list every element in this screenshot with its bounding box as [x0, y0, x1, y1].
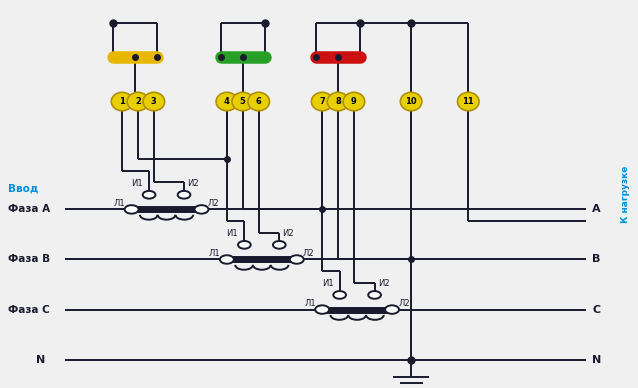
- Circle shape: [238, 241, 251, 249]
- Text: A: A: [592, 204, 601, 215]
- Circle shape: [220, 255, 234, 264]
- Ellipse shape: [400, 92, 422, 111]
- Circle shape: [290, 255, 304, 264]
- Circle shape: [124, 205, 138, 214]
- Ellipse shape: [216, 92, 238, 111]
- Ellipse shape: [127, 92, 149, 111]
- Text: N: N: [36, 355, 45, 365]
- Text: 4: 4: [224, 97, 230, 106]
- Circle shape: [385, 305, 399, 314]
- Text: B: B: [592, 255, 600, 265]
- Ellipse shape: [143, 92, 165, 111]
- Text: Фаза A: Фаза A: [8, 204, 50, 215]
- Text: 11: 11: [463, 97, 474, 106]
- Text: 7: 7: [319, 97, 325, 106]
- Circle shape: [177, 191, 190, 199]
- Text: Ввод: Ввод: [8, 183, 38, 193]
- Text: И2: И2: [283, 229, 294, 238]
- Circle shape: [273, 241, 286, 249]
- Text: Фаза B: Фаза B: [8, 255, 50, 265]
- Text: C: C: [592, 305, 600, 315]
- Ellipse shape: [248, 92, 269, 111]
- Text: И1: И1: [322, 279, 333, 288]
- Text: К нагрузке: К нагрузке: [621, 165, 630, 223]
- Text: 8: 8: [335, 97, 341, 106]
- Text: 3: 3: [151, 97, 157, 106]
- Text: 5: 5: [240, 97, 246, 106]
- Text: И1: И1: [226, 229, 238, 238]
- Text: 6: 6: [256, 97, 262, 106]
- Text: 10: 10: [405, 97, 417, 106]
- Ellipse shape: [457, 92, 479, 111]
- Text: Л1: Л1: [114, 199, 125, 208]
- Ellipse shape: [111, 92, 133, 111]
- Text: Л2: Л2: [303, 249, 315, 258]
- Text: Фаза C: Фаза C: [8, 305, 50, 315]
- Circle shape: [143, 191, 156, 199]
- Ellipse shape: [311, 92, 333, 111]
- Text: 2: 2: [135, 97, 141, 106]
- Circle shape: [368, 291, 381, 299]
- Circle shape: [315, 305, 329, 314]
- Text: И1: И1: [131, 179, 143, 188]
- Ellipse shape: [327, 92, 349, 111]
- Text: N: N: [592, 355, 602, 365]
- Ellipse shape: [343, 92, 365, 111]
- Text: И2: И2: [187, 179, 199, 188]
- Text: Л1: Л1: [209, 249, 221, 258]
- Text: И2: И2: [378, 279, 389, 288]
- Circle shape: [195, 205, 209, 214]
- Text: Л2: Л2: [208, 199, 219, 208]
- Ellipse shape: [232, 92, 253, 111]
- Text: 1: 1: [119, 97, 125, 106]
- Text: 9: 9: [351, 97, 357, 106]
- Text: Л1: Л1: [304, 300, 316, 308]
- Circle shape: [333, 291, 346, 299]
- Text: Л2: Л2: [398, 300, 410, 308]
